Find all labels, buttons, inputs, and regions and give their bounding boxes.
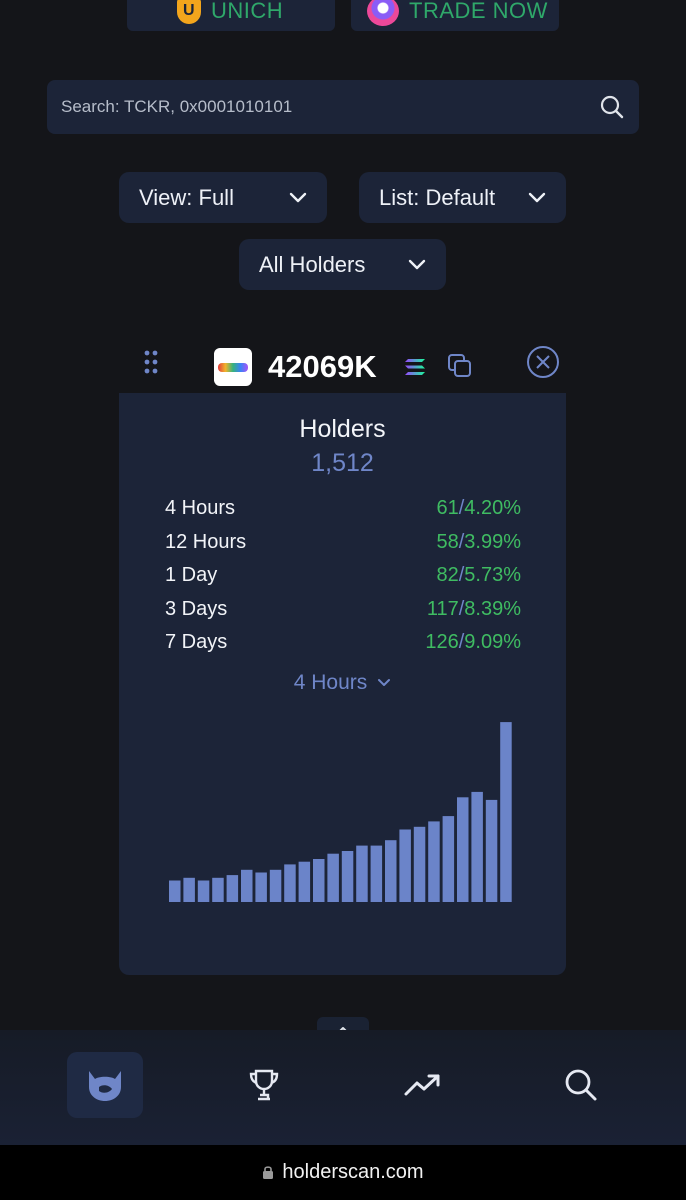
- chevron-down-icon: [528, 192, 546, 202]
- stat-label: 3 Days: [165, 598, 228, 620]
- nav-trending[interactable]: [385, 1052, 461, 1118]
- search-input[interactable]: [61, 97, 599, 117]
- stat-label: 12 Hours: [165, 531, 247, 553]
- chart-bar: [457, 797, 469, 902]
- chart-bar: [313, 859, 325, 902]
- unich-button-label: UNICH: [211, 0, 284, 23]
- chart-bar: [212, 877, 224, 902]
- chevron-down-icon: [378, 679, 391, 686]
- trending-up-icon: [404, 1074, 440, 1096]
- chevron-down-icon: [408, 259, 426, 269]
- stat-percent: 4.20%: [464, 497, 521, 519]
- stat-change: 117: [426, 598, 459, 620]
- period-selector[interactable]: 4 Hours: [119, 671, 566, 695]
- card-title: Holders: [299, 415, 386, 443]
- view-dropdown-label: View: Full: [139, 184, 234, 210]
- lock-icon: [263, 1166, 274, 1179]
- chart-bar: [327, 853, 339, 902]
- stat-percent: 5.73%: [464, 564, 521, 586]
- unich-button[interactable]: U UNICH: [127, 0, 335, 31]
- bottom-nav: [0, 1030, 686, 1145]
- holders-count: 1,512: [311, 449, 374, 477]
- search-icon[interactable]: [599, 94, 625, 120]
- chart-bar: [169, 880, 181, 902]
- chart-bar: [500, 722, 512, 902]
- trade-now-button[interactable]: TRADE NOW: [351, 0, 559, 31]
- stat-change: 82: [436, 564, 459, 586]
- chart-bar: [399, 829, 411, 902]
- stat-row: 4 Hours 61/4.20%: [165, 497, 521, 519]
- chart-bar: [485, 799, 498, 902]
- chart-bar: [471, 791, 483, 902]
- list-dropdown[interactable]: List: Default: [359, 172, 566, 223]
- stat-label: 1 Day: [165, 564, 218, 586]
- chart-bar: [341, 851, 354, 902]
- browser-url-bar[interactable]: holderscan.com: [0, 1145, 686, 1200]
- chart-bar: [356, 845, 368, 902]
- chart-bar: [241, 869, 253, 902]
- rocket-icon: [367, 0, 399, 26]
- chart-bar: [442, 816, 455, 902]
- holders-chart: [169, 722, 512, 902]
- search-icon: [565, 1069, 597, 1101]
- chart-bar: [255, 872, 267, 902]
- stat-change: 58: [436, 531, 459, 553]
- token-logo: [214, 348, 252, 386]
- chevron-down-icon: [289, 192, 307, 202]
- solana-icon: [405, 359, 425, 375]
- stat-label: 7 Days: [165, 631, 228, 653]
- view-dropdown[interactable]: View: Full: [119, 172, 327, 223]
- drag-handle-icon[interactable]: [142, 348, 160, 378]
- trophy-icon: [249, 1069, 279, 1101]
- holders-card: Holders 1,512 4 Hours 61/4.20% 12 Hours …: [119, 393, 566, 975]
- cat-logo-icon: [89, 1071, 121, 1101]
- chart-bar: [370, 845, 383, 902]
- chart-bar: [298, 861, 311, 902]
- stat-row: 12 Hours 58/3.99%: [165, 531, 521, 553]
- nav-search[interactable]: [543, 1052, 619, 1118]
- holders-dropdown-label: All Holders: [259, 251, 366, 277]
- copy-icon[interactable]: [446, 352, 474, 380]
- chart-bar: [428, 821, 440, 902]
- chart-bar: [385, 840, 397, 902]
- chart-bar: [413, 826, 426, 902]
- period-label: 4 Hours: [293, 671, 368, 694]
- unich-logo-icon: U: [177, 0, 201, 24]
- token-name: 42069K: [268, 349, 377, 384]
- trade-now-label: TRADE NOW: [409, 0, 548, 23]
- search-bar: [47, 80, 639, 134]
- stat-label: 4 Hours: [165, 497, 236, 519]
- stat-row: 1 Day 82/5.73%: [165, 564, 521, 586]
- list-dropdown-label: List: Default: [379, 184, 496, 210]
- holders-dropdown[interactable]: All Holders: [239, 239, 446, 290]
- stat-row: 7 Days 126/9.09%: [165, 631, 521, 653]
- stat-change: 126: [425, 631, 459, 653]
- chart-bar: [284, 864, 296, 902]
- chart-bar: [183, 877, 195, 902]
- chart-bar: [226, 875, 239, 902]
- stat-percent: 3.99%: [464, 531, 521, 553]
- nav-home[interactable]: [67, 1052, 143, 1118]
- chart-bar: [269, 869, 282, 902]
- stat-change: 61: [436, 497, 459, 519]
- stat-percent: 8.39%: [464, 598, 521, 620]
- token-header: 42069K: [0, 340, 686, 396]
- stat-percent: 9.09%: [464, 631, 521, 653]
- stat-row: 3 Days 117/8.39%: [165, 598, 521, 620]
- chart-bar: [197, 880, 210, 902]
- url-text: holderscan.com: [282, 1161, 424, 1183]
- close-icon[interactable]: [526, 345, 560, 379]
- nav-leaderboard[interactable]: [226, 1052, 302, 1118]
